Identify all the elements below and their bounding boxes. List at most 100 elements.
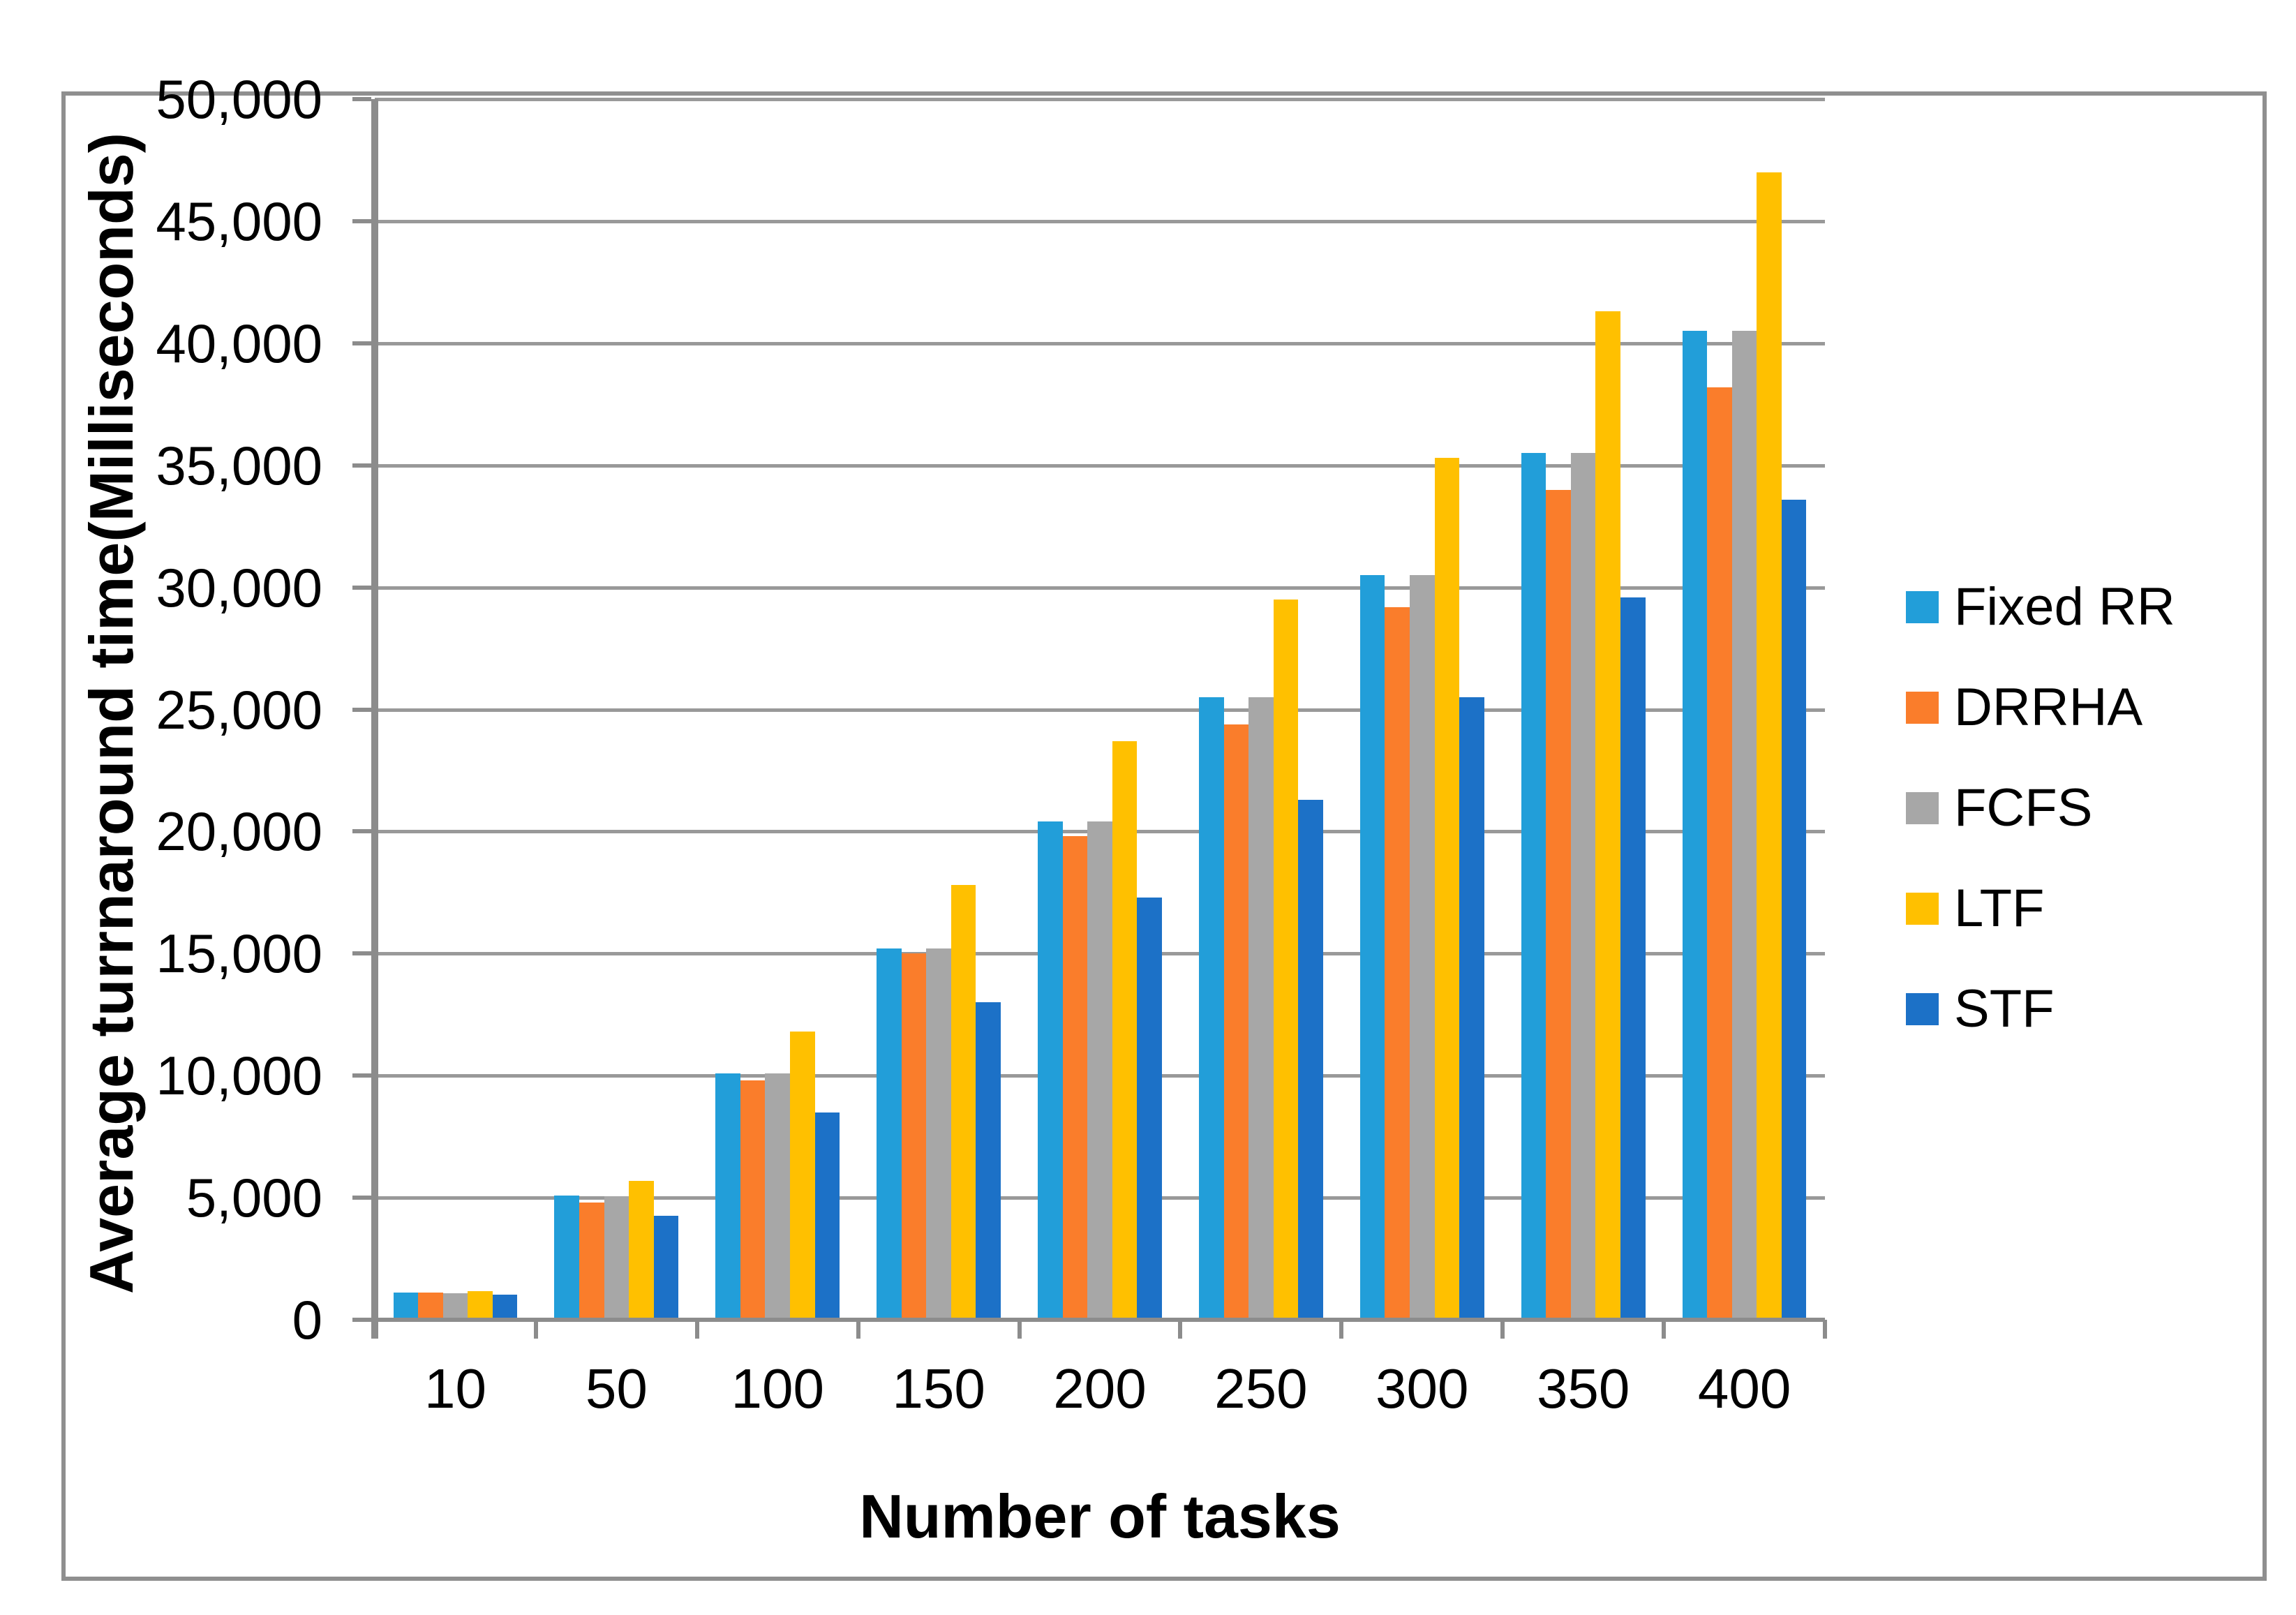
legend-entry-fcfs: FCFS	[1906, 782, 2175, 835]
bar-group-100	[697, 99, 858, 1320]
bar-drrha-200	[1062, 836, 1088, 1320]
x-axis-tick-4	[1017, 1320, 1022, 1339]
y-tick-label-5-000: 5,000	[186, 1167, 322, 1229]
bar-fixed-rr-300	[1359, 575, 1385, 1320]
y-tick-label-25-000: 25,000	[156, 678, 322, 740]
gridline-30000	[375, 586, 1825, 590]
x-axis-tick-6	[1339, 1320, 1344, 1339]
y-tick-label-40-000: 40,000	[156, 312, 322, 374]
y-axis-line	[371, 99, 378, 1339]
bar-ltf-100	[790, 1032, 815, 1320]
bar-drrha-10	[418, 1292, 443, 1320]
bar-fcfs-300	[1410, 575, 1435, 1320]
x-axis-tick-8	[1662, 1320, 1667, 1339]
legend-entry-ltf: LTF	[1906, 882, 2175, 935]
y-tick-label-50-000: 50,000	[156, 68, 322, 130]
bar-cluster-150	[877, 99, 1001, 1320]
legend-label-drrha: DRRHA	[1954, 678, 2143, 737]
bar-cluster-50	[554, 99, 679, 1320]
y-axis-tick-10000	[352, 1073, 371, 1078]
bar-fixed-rr-200	[1038, 821, 1063, 1320]
bar-stf-50	[653, 1216, 679, 1320]
bar-cluster-200	[1038, 99, 1162, 1320]
x-axis-line	[375, 1318, 1825, 1322]
bar-fixed-rr-100	[715, 1073, 740, 1320]
y-axis-tick-45000	[352, 218, 371, 223]
bar-fixed-rr-10	[393, 1292, 419, 1320]
bar-group-300	[1341, 99, 1503, 1320]
bar-ltf-300	[1434, 458, 1460, 1320]
gridline-25000	[375, 708, 1825, 712]
bar-drrha-50	[579, 1203, 604, 1320]
legend-swatch-stf	[1906, 993, 1939, 1025]
bar-stf-10	[492, 1294, 518, 1320]
x-tick-label-200: 200	[1053, 1357, 1147, 1420]
bar-fixed-rr-50	[554, 1195, 579, 1320]
bar-fcfs-200	[1087, 821, 1112, 1320]
x-axis-tick-9	[1823, 1320, 1827, 1339]
bar-fixed-rr-150	[877, 948, 902, 1320]
bar-cluster-10	[393, 99, 518, 1320]
bar-ltf-250	[1273, 600, 1299, 1320]
bar-fcfs-400	[1731, 331, 1757, 1320]
bar-ltf-350	[1595, 311, 1621, 1320]
bar-group-50	[536, 99, 697, 1320]
x-tick-label-100: 100	[731, 1357, 824, 1420]
y-axis-tick-20000	[352, 829, 371, 834]
bar-drrha-250	[1223, 724, 1249, 1320]
x-tick-label-350: 350	[1536, 1357, 1630, 1420]
bar-cluster-350	[1521, 99, 1646, 1320]
bar-ltf-10	[468, 1290, 493, 1320]
bar-group-350	[1503, 99, 1664, 1320]
y-tick-label-30-000: 30,000	[156, 556, 322, 618]
bar-fixed-rr-400	[1682, 331, 1708, 1320]
bar-ltf-400	[1757, 172, 1782, 1320]
y-tick-label-45-000: 45,000	[156, 190, 322, 252]
x-tick-label-400: 400	[1697, 1357, 1791, 1420]
legend-label-stf: STF	[1954, 979, 2055, 1039]
plot-area	[352, 97, 1827, 1339]
bar-ltf-50	[629, 1180, 654, 1320]
legend-entry-fixed-rr: Fixed RR	[1906, 581, 2175, 634]
bar-group-150	[858, 99, 1020, 1320]
x-tick-label-300: 300	[1376, 1357, 1469, 1420]
legend: Fixed RR DRRHA FCFS LTF STF	[1906, 581, 2175, 1036]
gridline-45000	[375, 219, 1825, 223]
y-axis-tick-40000	[352, 341, 371, 345]
bar-group-400	[1664, 99, 1825, 1320]
bar-stf-150	[976, 1002, 1001, 1320]
bar-drrha-350	[1546, 489, 1571, 1320]
y-axis-tick-30000	[352, 585, 371, 590]
y-axis-tick-0	[352, 1318, 371, 1322]
y-axis-tick-5000	[352, 1196, 371, 1200]
bar-fcfs-250	[1248, 697, 1274, 1320]
gridline-40000	[375, 341, 1825, 345]
bar-cluster-300	[1359, 99, 1484, 1320]
legend-swatch-fixed-rr	[1906, 591, 1939, 623]
x-tick-label-250: 250	[1214, 1357, 1308, 1420]
bar-stf-100	[814, 1112, 840, 1320]
legend-label-ltf: LTF	[1954, 879, 2045, 938]
x-tick-label-50: 50	[585, 1357, 648, 1420]
bar-stf-250	[1298, 799, 1323, 1320]
chart-frame	[61, 91, 2267, 1581]
gridline-50000	[375, 98, 1825, 101]
y-tick-label-15-000: 15,000	[156, 923, 322, 985]
x-tick-label-150: 150	[892, 1357, 985, 1420]
y-axis-tick-25000	[352, 707, 371, 712]
y-axis-tick-15000	[352, 951, 371, 956]
x-axis-tick-3	[856, 1320, 860, 1339]
legend-swatch-fcfs	[1906, 792, 1939, 824]
bar-group-10	[375, 99, 536, 1320]
x-axis-tick-1	[533, 1320, 538, 1339]
x-axis-tick-0	[373, 1320, 377, 1339]
bar-cluster-250	[1199, 99, 1323, 1320]
bar-drrha-100	[740, 1080, 766, 1320]
legend-swatch-drrha	[1906, 692, 1939, 724]
x-tick-labels: 10 50 100 150 200 250 300 350 400	[375, 1360, 1825, 1418]
bar-group-200	[1020, 99, 1181, 1320]
x-axis-tick-2	[694, 1320, 699, 1339]
bar-fixed-rr-250	[1199, 697, 1224, 1320]
x-tick-label-10: 10	[424, 1357, 486, 1420]
legend-label-fcfs: FCFS	[1954, 778, 2093, 838]
